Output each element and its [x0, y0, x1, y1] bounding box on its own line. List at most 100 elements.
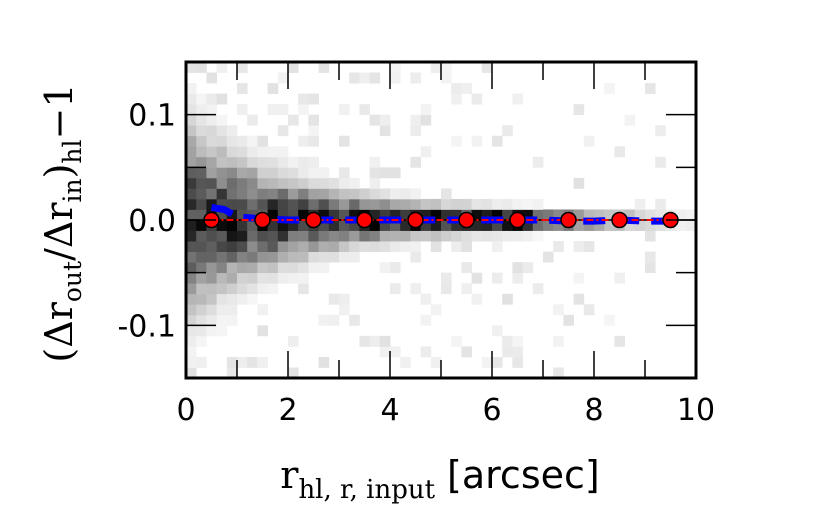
heatmap-cell: [553, 367, 564, 379]
heatmap-cell: [186, 135, 197, 147]
heatmap-cell: [685, 220, 697, 231]
heatmap-cell: [471, 272, 483, 284]
heatmap-cell: [318, 62, 330, 73]
heatmap-cell: [277, 146, 289, 158]
heatmap-cell: [267, 167, 279, 179]
y-tick-label: -0.1: [117, 309, 176, 344]
heatmap-cell: [226, 272, 238, 284]
heatmap-cell: [216, 209, 228, 221]
heatmap-cell: [298, 262, 309, 274]
heatmap-cell: [196, 135, 207, 147]
heatmap-cell: [298, 209, 309, 221]
heatmap-cell: [247, 293, 258, 305]
tick-labels: 0 2 4 6 8 10 -0.1 0.0 0.1: [117, 99, 715, 428]
heatmap-cell: [277, 177, 289, 189]
heatmap-cell: [349, 251, 360, 263]
heatmap-cell: [196, 188, 207, 200]
heatmap-cell: [512, 198, 523, 210]
heatmap-cell: [288, 251, 299, 263]
heatmap-cell: [267, 209, 279, 221]
heatmap-cell: [685, 209, 697, 221]
heatmap-cell: [390, 230, 401, 242]
heatmap-cell: [379, 125, 391, 137]
heatmap-cell: [216, 135, 228, 147]
heatmap-cell: [237, 104, 248, 116]
heatmap-cell: [247, 167, 258, 179]
red-data-point: [254, 211, 271, 229]
heatmap-cell: [216, 156, 228, 168]
heatmap-cell: [216, 177, 228, 189]
density-heatmap: [186, 62, 697, 379]
heatmap-cell: [237, 167, 248, 179]
heatmap-cell: [655, 125, 666, 137]
heatmap-cell: [328, 177, 340, 189]
heatmap-cell: [277, 230, 289, 242]
heatmap-cell: [614, 272, 625, 284]
heatmap-cell: [186, 125, 197, 137]
heatmap-cell: [339, 293, 350, 305]
heatmap-cell: [471, 93, 483, 105]
heatmap-cell: [420, 314, 432, 326]
heatmap-cell: [441, 62, 452, 73]
heatmap-cell: [247, 220, 258, 231]
heatmap-cell: [237, 156, 248, 168]
heatmap-cell: [257, 198, 268, 210]
heatmap-cell: [216, 304, 228, 316]
heatmap-cell: [196, 314, 207, 326]
heatmap-cell: [410, 198, 421, 210]
heatmap-cell: [553, 220, 564, 231]
heatmap-cell: [237, 188, 248, 200]
heatmap-cell: [379, 230, 391, 242]
heatmap-cell: [390, 198, 401, 210]
heatmap-cell: [216, 251, 228, 263]
heatmap-cell: [186, 62, 197, 73]
heatmap-cell: [339, 188, 350, 200]
heatmap-cell: [308, 230, 319, 242]
heatmap-cell: [186, 325, 197, 337]
heatmap-cell: [492, 241, 503, 252]
red-data-point: [356, 211, 373, 229]
heatmap-cell: [420, 209, 432, 221]
heatmap-cell: [288, 220, 299, 231]
heatmap-cell: [481, 198, 493, 210]
heatmap-cell: [288, 167, 299, 179]
heatmap-cell: [247, 146, 258, 158]
heatmap-cell: [216, 146, 228, 158]
heatmap-cell: [645, 251, 656, 263]
heatmap-cell: [267, 241, 279, 252]
heatmap-cell: [502, 335, 513, 347]
heatmap-cell: [349, 209, 360, 221]
heatmap-cell: [206, 293, 217, 305]
heatmap-cell: [339, 220, 350, 231]
heatmap-cell: [237, 283, 248, 295]
heatmap-cell: [492, 220, 503, 231]
heatmap-cell: [359, 104, 370, 116]
heatmap-cell: [186, 230, 197, 242]
heatmap-cell: [206, 135, 217, 147]
heatmap-cell: [186, 104, 197, 116]
heatmap-cell: [196, 241, 207, 252]
heatmap-cell: [451, 335, 462, 347]
heatmap-cell: [186, 304, 197, 316]
heatmap-cell: [196, 114, 207, 126]
heatmap-cell: [390, 262, 401, 274]
heatmap-cell: [226, 304, 238, 316]
heatmap-cell: [379, 167, 391, 179]
heatmap-cell: [451, 220, 462, 231]
red-data-point: [458, 211, 475, 229]
heatmap-cell: [492, 198, 503, 210]
heatmap-cell: [553, 209, 564, 221]
heatmap-cell: [226, 220, 238, 231]
heatmap-cell: [369, 209, 381, 221]
y-tick-label: 0.0: [128, 204, 176, 239]
heatmap-cell: [298, 230, 309, 242]
heatmap-cell: [655, 156, 666, 168]
heatmap-cell: [288, 114, 299, 126]
heatmap-cell: [512, 262, 523, 274]
heatmap-cell: [206, 262, 217, 274]
heatmap-cell: [400, 188, 411, 200]
heatmap-cell: [430, 230, 442, 242]
heatmap-cell: [318, 177, 330, 189]
heatmap-cell: [247, 198, 258, 210]
heatmap-cell: [237, 177, 248, 189]
